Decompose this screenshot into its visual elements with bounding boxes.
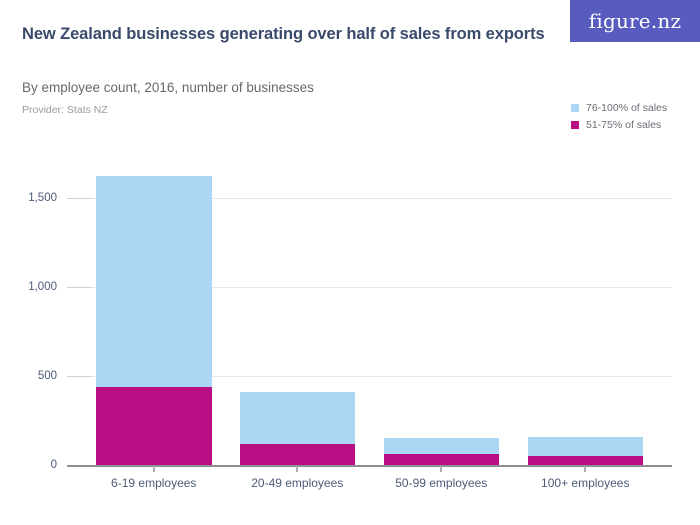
y-axis-label: 1,500 [28, 191, 57, 204]
gridline-1000 [67, 287, 672, 288]
x-axis-label: 6-19 employees [111, 476, 197, 490]
x-axis-tick [296, 466, 299, 472]
y-axis-tick [67, 287, 91, 288]
legend-item: 76-100% of sales [571, 99, 667, 116]
x-axis-label: 50-99 employees [395, 476, 488, 490]
bar-segment-100+-51-75[interactable] [527, 456, 643, 466]
figure-nz-logo-text: figure.nz [588, 9, 682, 33]
legend-label: 76-100% of sales [586, 101, 668, 114]
legend-swatch-icon [571, 120, 579, 129]
bar-segment-6-19-51-75[interactable] [96, 387, 212, 466]
bar-segment-50-99-76-100[interactable] [383, 438, 499, 455]
y-axis-label: 500 [37, 369, 57, 382]
chart-title: New Zealand businesses generating over h… [22, 25, 545, 43]
chart-legend: 76-100% of sales 51-75% of sales [571, 99, 667, 133]
bar-segment-50-99-51-75[interactable] [383, 454, 499, 466]
legend-swatch-icon [571, 103, 579, 112]
chart-subtitle: By employee count, 2016, number of busin… [22, 80, 314, 95]
x-axis-tick [584, 466, 587, 472]
gridline-1500 [67, 198, 672, 199]
figure-nz-logo[interactable]: figure.nz [570, 0, 700, 42]
provider-credit: Provider: Stats NZ [22, 104, 108, 116]
x-axis-tick [440, 466, 443, 472]
gridline-500 [67, 376, 672, 377]
bar-segment-20-49-51-75[interactable] [239, 444, 355, 466]
y-axis-label: 0 [50, 458, 57, 471]
x-axis-label: 100+ employees [541, 476, 630, 490]
y-axis-label: 1,000 [28, 280, 57, 293]
y-axis-tick [67, 198, 91, 199]
y-axis-tick [67, 376, 91, 377]
x-axis-label: 20-49 employees [251, 476, 344, 490]
bar-segment-20-49-76-100[interactable] [239, 392, 355, 445]
x-axis-tick [152, 466, 155, 472]
bar-segment-6-19-76-100[interactable] [96, 176, 212, 388]
legend-label: 51-75% of sales [586, 118, 662, 131]
legend-item: 51-75% of sales [571, 116, 667, 133]
bar-segment-100+-76-100[interactable] [527, 436, 643, 457]
x-axis-line [67, 464, 672, 467]
